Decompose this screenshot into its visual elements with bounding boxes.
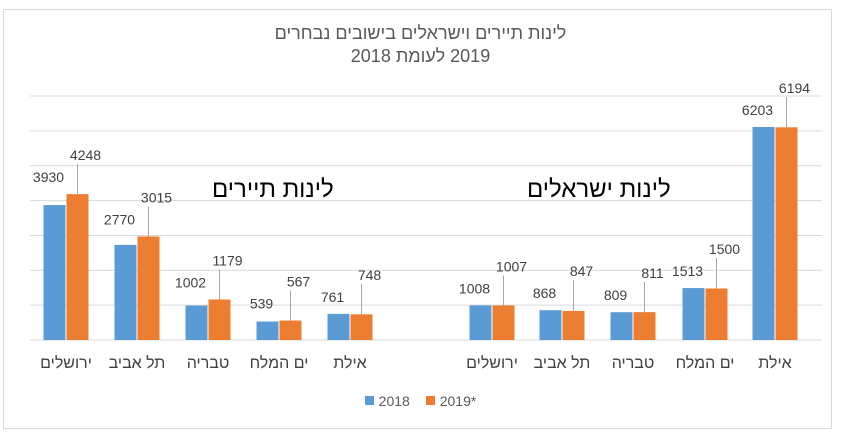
legend-swatch-2019	[425, 396, 435, 405]
bar-2019	[775, 127, 798, 340]
data-label-2018: 809	[604, 287, 628, 303]
category-label: אילת	[758, 354, 791, 372]
data-label-2019: 748	[358, 267, 382, 283]
data-label-2018: 868	[533, 285, 557, 301]
category-label: אילת	[333, 354, 366, 372]
data-label-2018: 1513	[672, 263, 703, 279]
legend-swatch-2018	[364, 396, 374, 405]
group-label-tourists: לינות תיירים	[212, 176, 334, 203]
bar-2018	[682, 288, 705, 340]
data-label-2018: 6203	[742, 102, 773, 118]
bar-2019	[208, 299, 231, 340]
data-label-2018: 539	[250, 296, 274, 312]
bar-2018	[469, 305, 492, 340]
bar-2019	[633, 312, 656, 340]
bar-2019	[350, 314, 373, 340]
chart-legend: 2018 2019*	[0, 392, 841, 409]
data-label-2018: 3930	[33, 169, 64, 185]
bar-2019	[279, 320, 302, 340]
data-label-2019: 3015	[141, 189, 172, 205]
chart-title: לינות תיירים וישראלים בישובים נבחרים	[274, 23, 567, 43]
bar-2019	[137, 236, 160, 340]
category-label: ירושלים	[40, 354, 92, 372]
bar-2019	[562, 310, 585, 340]
category-label: תל אביב	[534, 354, 591, 372]
category-label: טבריה	[187, 355, 230, 372]
bar-2019	[66, 194, 89, 340]
bar-2018	[114, 244, 137, 340]
category-label: ים המלח	[676, 354, 735, 372]
bar-2018	[610, 312, 633, 340]
data-label-2019: 4248	[70, 147, 101, 163]
bar-2018	[327, 313, 350, 340]
data-label-2019: 6194	[779, 80, 810, 96]
data-label-2018: 2770	[104, 211, 135, 227]
bar-2018	[43, 205, 66, 340]
data-label-2019: 811	[641, 265, 664, 281]
data-label-2018: 1002	[175, 275, 206, 291]
data-label-2019: 567	[287, 274, 311, 290]
bar-2018	[185, 305, 208, 340]
legend-label-2019: 2019*	[439, 392, 477, 409]
data-label-2018: 1008	[459, 280, 490, 296]
bar-2018	[256, 321, 279, 340]
bar-2019	[492, 305, 515, 340]
group-label-israelis: לינות ישראלים	[527, 176, 671, 203]
legend-item-2018: 2018	[364, 392, 410, 409]
category-label: ירושלים	[466, 354, 518, 372]
bar-2018	[752, 127, 775, 340]
data-label-2019: 847	[570, 263, 594, 279]
data-label-2019: 1500	[709, 241, 740, 257]
bar-2019	[705, 288, 728, 340]
data-label-2018: 761	[321, 289, 345, 305]
chart-subtitle: 2019 לעומת 2018	[350, 46, 491, 66]
legend-item-2019: 2019*	[425, 392, 477, 409]
category-label: ים המלח	[250, 354, 309, 372]
data-label-2019: 1007	[496, 258, 527, 274]
category-label: טבריה	[612, 355, 655, 372]
category-label: תל אביב	[109, 354, 166, 372]
legend-label-2018: 2018	[378, 392, 410, 409]
bar-2018	[539, 310, 562, 340]
chart-frame	[3, 9, 832, 429]
chart-title-block: לינות תיירים וישראלים בישובים נבחרים 201…	[0, 22, 841, 68]
data-label-2019: 1179	[212, 253, 242, 269]
